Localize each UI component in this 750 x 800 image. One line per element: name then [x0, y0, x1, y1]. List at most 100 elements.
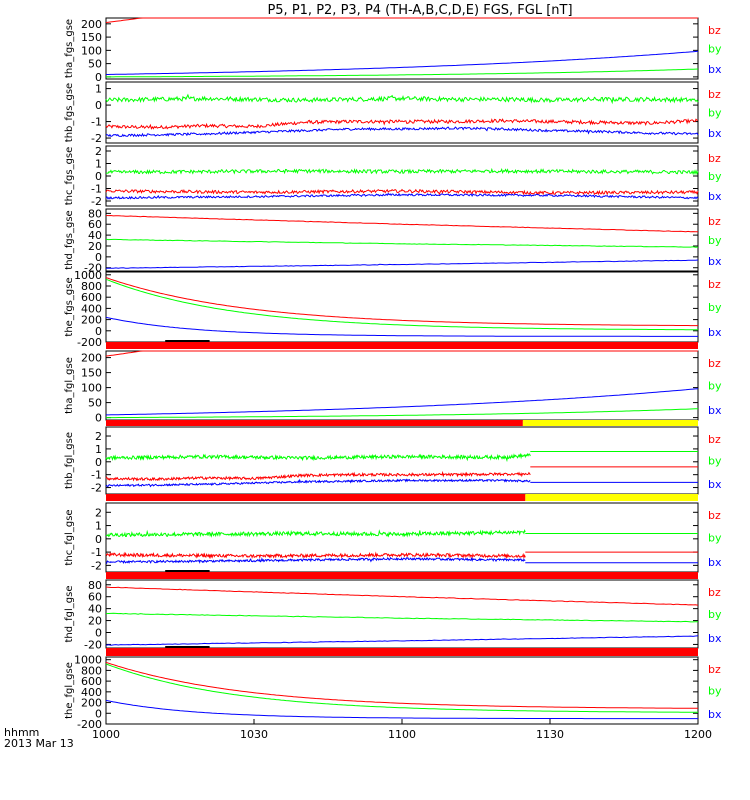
series-by	[106, 664, 698, 712]
series-by	[106, 239, 698, 247]
panel-thd_fgl_gse: -20020406080thd_fgl_gse bzbybx	[64, 579, 722, 656]
series-by	[106, 279, 698, 329]
y-axis-label: tha_fgs_gse	[64, 19, 75, 78]
legend-by: by	[708, 107, 722, 120]
series-bz	[106, 18, 698, 23]
y-tick-label: 1000	[74, 269, 102, 282]
series-by	[106, 613, 698, 622]
plot-title: P5, P1, P2, P3, P4 (TH-A,B,C,D,E) FGS, F…	[267, 3, 572, 18]
y-tick-label: -2	[91, 559, 102, 572]
y-tick-label: 0	[95, 412, 102, 425]
y-tick-label: 200	[81, 352, 102, 365]
legend-bx: bx	[708, 326, 722, 339]
y-tick-label: 1	[95, 83, 102, 96]
panel-thd_fgs_gse: -20020406080 thd_fgs_gse bz by bx	[64, 207, 722, 274]
legend-bz: bz	[708, 586, 721, 599]
y-tick-label: 50	[88, 58, 102, 71]
panel-thb_fgs_gse: -2 -1 0 1 thb_fgs_gse bz by bx	[64, 82, 722, 145]
legend-bx: bx	[708, 478, 722, 491]
y-axis-label: thc_fgs_gse	[64, 147, 75, 206]
legend-by: by	[708, 455, 722, 468]
y-tick-label: 150	[81, 367, 102, 380]
series-bx	[106, 480, 530, 487]
panel-tha_fgl_gse: 0 50 100 150 200 tha_fgl_gse bz by bx	[64, 351, 722, 426]
series-bz	[106, 278, 698, 326]
quality-bar-segment	[106, 572, 698, 579]
y-tick-label: 0	[95, 170, 102, 183]
series-bx	[106, 636, 698, 645]
y-tick-label: 0	[95, 533, 102, 546]
y-tick-label: 0	[95, 325, 102, 338]
y-tick-label: 2	[95, 430, 102, 443]
x-tick-label: 1030	[240, 728, 268, 741]
y-tick-label: 0	[95, 626, 102, 639]
y-tick-label: 150	[81, 31, 102, 44]
legend-by: by	[708, 301, 722, 314]
series-bx	[106, 389, 698, 415]
y-tick-label: -20	[84, 638, 102, 651]
panel-frame	[106, 351, 698, 420]
y-tick-label: 600	[81, 291, 102, 304]
legend-bx: bx	[708, 63, 722, 76]
y-tick-label: 80	[88, 579, 102, 592]
series-bx	[106, 558, 525, 563]
y-tick-label: 2	[95, 145, 102, 158]
legend-bx: bx	[708, 556, 722, 569]
series-by	[106, 95, 698, 103]
legend-bx: bx	[708, 255, 722, 268]
legend-bz: bz	[708, 433, 721, 446]
quality-bar-mark	[165, 570, 209, 572]
y-axis-label: thb_fgl_gse	[64, 432, 75, 489]
y-tick-label: -1	[91, 469, 102, 482]
y-axis-label: tha_fgl_gse	[64, 357, 75, 414]
series-by	[106, 169, 698, 173]
y-tick-label: -2	[91, 482, 102, 495]
y-tick-label: 1	[95, 443, 102, 456]
x-tick-label: 1130	[536, 728, 564, 741]
x-tick-label: 1200	[684, 728, 712, 741]
series-bz	[106, 190, 698, 195]
legend-bz: bz	[708, 663, 721, 676]
y-tick-label: 200	[81, 18, 102, 31]
y-tick-label: 1	[95, 158, 102, 171]
y-axis-label: the_fgs_gse	[64, 277, 75, 336]
legend-bz: bz	[708, 215, 721, 228]
x-tick-label: 1000	[92, 728, 120, 741]
series-bx	[106, 260, 698, 268]
y-tick-label: 60	[88, 591, 102, 604]
y-tick-label: 40	[88, 603, 102, 616]
panel-frame	[106, 657, 698, 724]
legend-bz: bz	[708, 24, 721, 37]
y-tick-label: -1	[91, 546, 102, 559]
y-tick-label: 0	[95, 456, 102, 469]
series-bz	[106, 553, 525, 557]
quality-bar-mark	[165, 340, 209, 342]
quality-bar-segment	[106, 494, 525, 501]
panel-the_fgs_gse: -20002004006008001000the_fgs_gse bz by bx	[64, 269, 722, 349]
x-tick-label: 1100	[388, 728, 416, 741]
legend-bx: bx	[708, 190, 722, 203]
panel-the_fgl_gse: -20002004006008001000the_fgl_gse bzbybx	[64, 654, 722, 731]
y-tick-label: 80	[88, 207, 102, 220]
legend-bz: bz	[708, 88, 721, 101]
y-tick-label: 400	[81, 302, 102, 315]
legend-bx: bx	[708, 632, 722, 645]
y-axis-label: thd_fgl_gse	[64, 586, 75, 643]
y-axis-label: the_fgl_gse	[64, 662, 75, 719]
y-axis-label: thd_fgs_gse	[64, 210, 75, 269]
legend-by: by	[708, 685, 722, 698]
y-tick-label: -200	[77, 336, 102, 349]
legend-bx: bx	[708, 127, 722, 140]
panel-frame	[106, 272, 698, 342]
series-bz	[106, 662, 698, 708]
x-axis-label-date: 2013 Mar 13	[4, 737, 74, 750]
legend-bz: bz	[708, 152, 721, 165]
legend-by: by	[708, 608, 722, 621]
quality-bar-segment	[523, 420, 698, 426]
legend-by: by	[708, 532, 722, 545]
y-tick-label: -2	[91, 195, 102, 208]
legend-by: by	[708, 43, 722, 56]
series-by	[106, 531, 525, 537]
legend-bz: bz	[708, 357, 721, 370]
